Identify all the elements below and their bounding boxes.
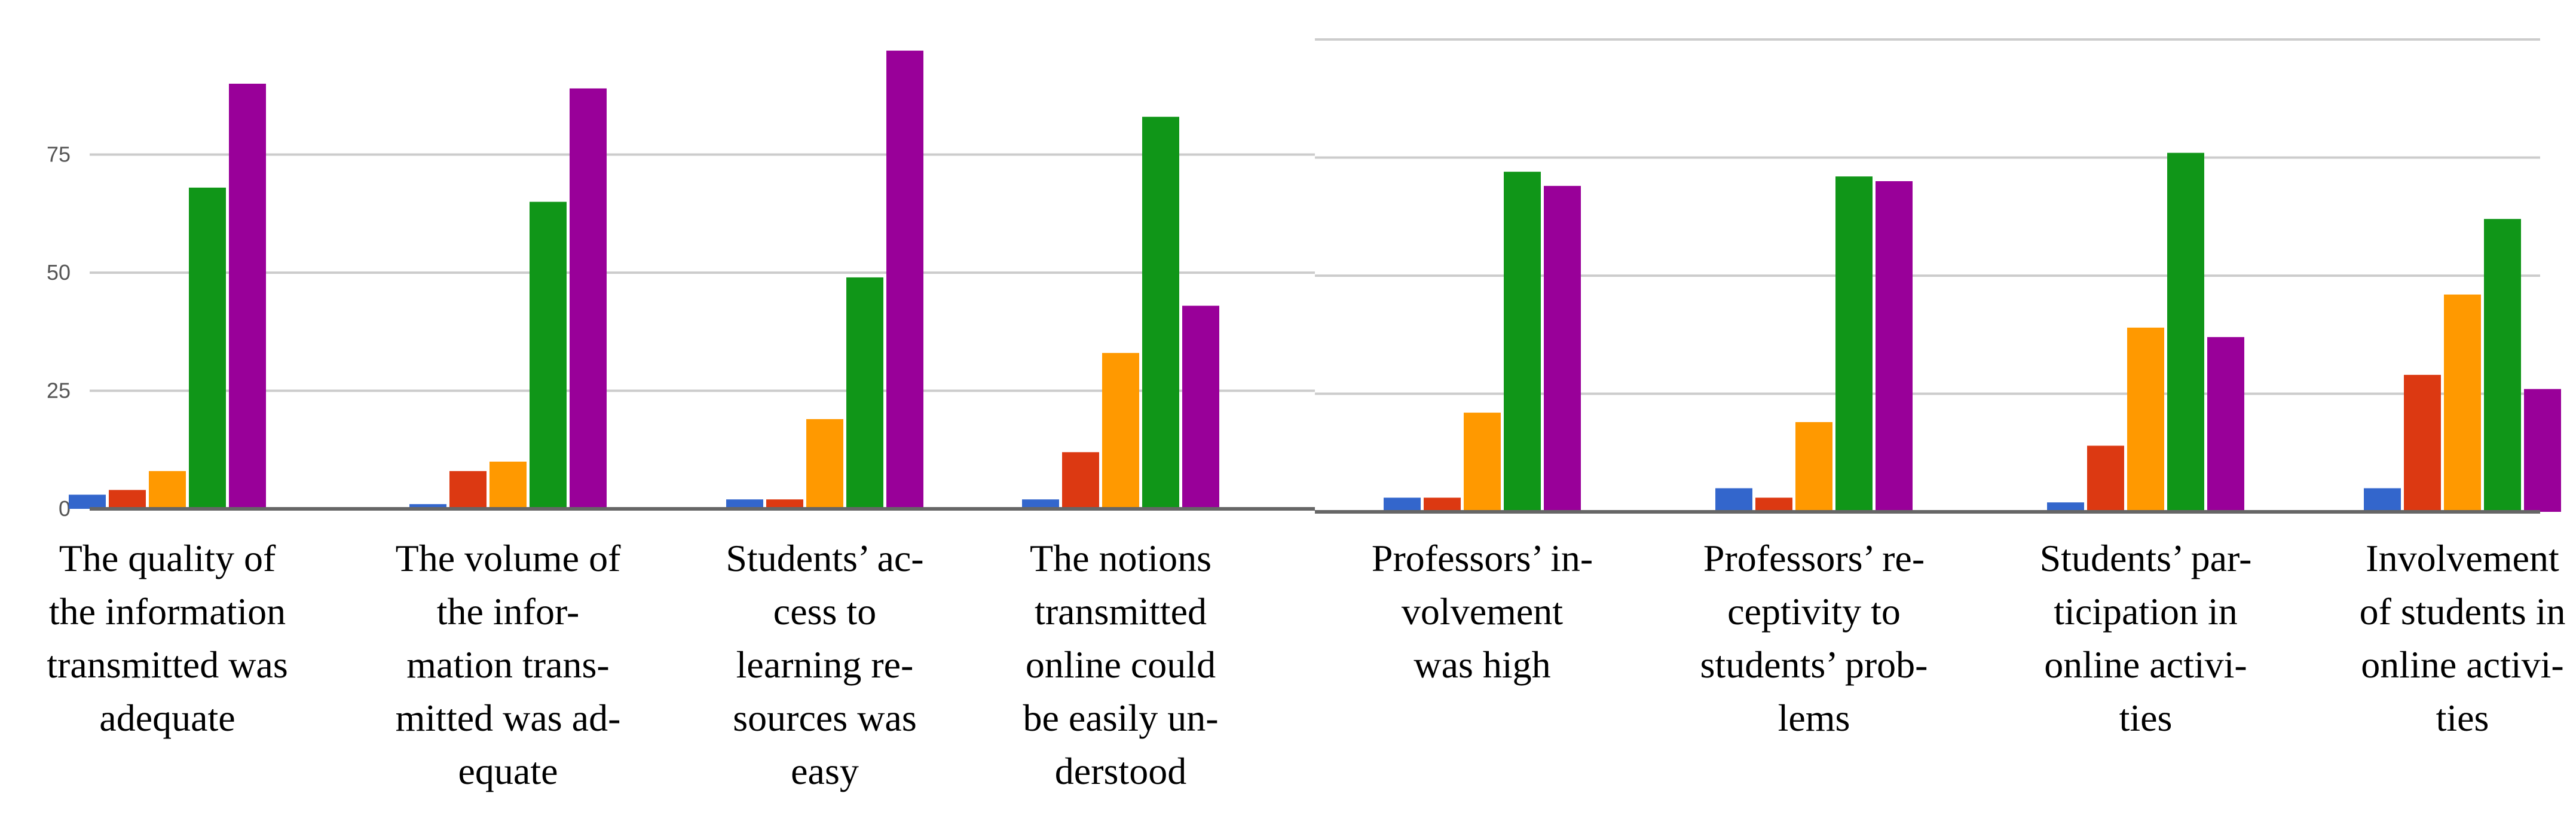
bar-series-1-cat-2 [409, 504, 446, 509]
bar-series-2-cat-6 [1755, 497, 1792, 512]
bar-series-5-cat-8 [2524, 389, 2561, 512]
category-label-line: of students in [2360, 590, 2566, 633]
category-label-line: Involvement [2366, 537, 2559, 579]
bar-series-3-cat-7 [2127, 327, 2164, 512]
category-label-line: ties [2119, 697, 2173, 739]
bar-series-4-cat-3 [846, 277, 883, 509]
bar-series-3-cat-5 [1464, 413, 1501, 512]
category-label-line: Students’ ac- [726, 537, 923, 579]
bar-series-1-cat-8 [2364, 488, 2401, 512]
category-label-line: transmitted [1035, 590, 1207, 633]
category-label-line: the infor- [437, 590, 580, 633]
category-label-line: students’ prob- [1700, 643, 1928, 686]
category-label-line: mation trans- [406, 643, 609, 686]
bar-series-1-cat-7 [2047, 502, 2084, 512]
bar-series-5-cat-5 [1544, 185, 1581, 512]
bar-series-5-cat-2 [570, 88, 607, 509]
category-label-line: Students’ par- [2040, 537, 2252, 579]
bar-series-3-cat-2 [489, 462, 527, 509]
bar-series-4-cat-2 [530, 202, 567, 509]
category-label-line: learning re- [736, 643, 914, 686]
bar-series-5-cat-1 [229, 84, 266, 509]
bar-series-4-cat-7 [2167, 152, 2204, 512]
category-labels: The quality of the information transmitted… [47, 537, 2565, 792]
bar-series-5-cat-4 [1182, 306, 1219, 509]
bar-series-4-cat-8 [2484, 219, 2521, 512]
bar-series-1-cat-5 [1384, 497, 1421, 512]
category-label-line: the information [49, 590, 286, 633]
bar-series-5-cat-3 [886, 50, 923, 509]
bar-series-2-cat-2 [449, 471, 487, 509]
category-label-line: online could [1026, 643, 1216, 686]
y-tick-label: 0 [59, 496, 71, 521]
category-label-line: ticipation in [2054, 590, 2238, 633]
bar-series-2-cat-7 [2087, 445, 2124, 512]
category-label-line: cess to [773, 590, 876, 633]
category-label-4: The notions transmitted online could be eas… [1023, 537, 1219, 792]
bar-series-2-cat-3 [766, 499, 803, 509]
bar-series-1-cat-6 [1715, 488, 1752, 512]
bars [69, 50, 2561, 512]
category-label-6: Professors’ re-ceptivity to students’ pro… [1700, 537, 1928, 739]
category-label-line: Professors’ in- [1372, 537, 1593, 579]
category-label-line: volvement [1402, 590, 1563, 633]
category-label-line: be easily un- [1023, 697, 1219, 739]
y-tick-label: 50 [47, 260, 71, 285]
category-label-line: ties [2436, 697, 2489, 739]
category-label-1: The quality of the information transmitted… [47, 537, 287, 739]
category-label-5: Professors’ in-volvement was high [1372, 537, 1593, 686]
category-label-line: equate [458, 750, 558, 792]
bar-series-1-cat-3 [726, 499, 763, 509]
category-label-line: adequate [99, 697, 235, 739]
category-label-8: Involvement of students in online activi-t… [2360, 537, 2566, 739]
bar-series-2-cat-4 [1062, 452, 1099, 509]
category-label-line: online activi- [2044, 643, 2247, 686]
bar-series-3-cat-3 [806, 419, 843, 509]
category-label-line: The volume of [396, 537, 621, 579]
bar-series-5-cat-6 [1876, 181, 1913, 512]
bar-series-3-cat-8 [2444, 294, 2481, 512]
bar-series-4-cat-5 [1504, 172, 1541, 512]
bar-series-4-cat-4 [1142, 117, 1179, 509]
category-label-7: Students’ par-ticipation in online activi… [2040, 537, 2252, 739]
category-label-line: Professors’ re- [1703, 537, 1925, 579]
category-label-line: mitted was ad- [396, 697, 621, 739]
bar-series-1-cat-1 [69, 495, 106, 509]
y-tick-label: 75 [47, 142, 71, 167]
category-label-3: Students’ ac-cess to learning re-sources … [726, 537, 923, 792]
bar-series-4-cat-1 [189, 187, 226, 509]
category-label-line: ceptivity to [1727, 590, 1901, 633]
y-axis-ticks: 0 25 50 75 [47, 142, 71, 521]
bar-series-5-cat-7 [2207, 337, 2244, 512]
category-label-line: sources was [733, 697, 916, 739]
category-label-line: The quality of [59, 537, 276, 579]
category-label-line: online activi- [2361, 643, 2563, 686]
category-label-line: easy [791, 750, 859, 792]
y-tick-label: 25 [47, 378, 71, 403]
category-label-line: lems [1778, 697, 1850, 739]
bar-series-2-cat-5 [1424, 497, 1461, 512]
bar-series-2-cat-1 [109, 490, 146, 509]
bar-series-1-cat-4 [1022, 499, 1059, 509]
bar-series-3-cat-6 [1795, 422, 1832, 512]
category-label-2: The volume of the infor-mation trans-mitt… [396, 537, 621, 792]
category-label-line: transmitted was [47, 643, 287, 686]
category-label-line: was high [1414, 643, 1550, 686]
category-label-line: derstood [1055, 750, 1186, 792]
bar-series-3-cat-1 [149, 471, 186, 509]
bar-series-2-cat-8 [2404, 374, 2441, 512]
category-label-line: The notions [1030, 537, 1211, 579]
bar-series-3-cat-4 [1102, 353, 1139, 509]
baselines [90, 507, 2540, 514]
bar-series-4-cat-6 [1835, 176, 1873, 512]
